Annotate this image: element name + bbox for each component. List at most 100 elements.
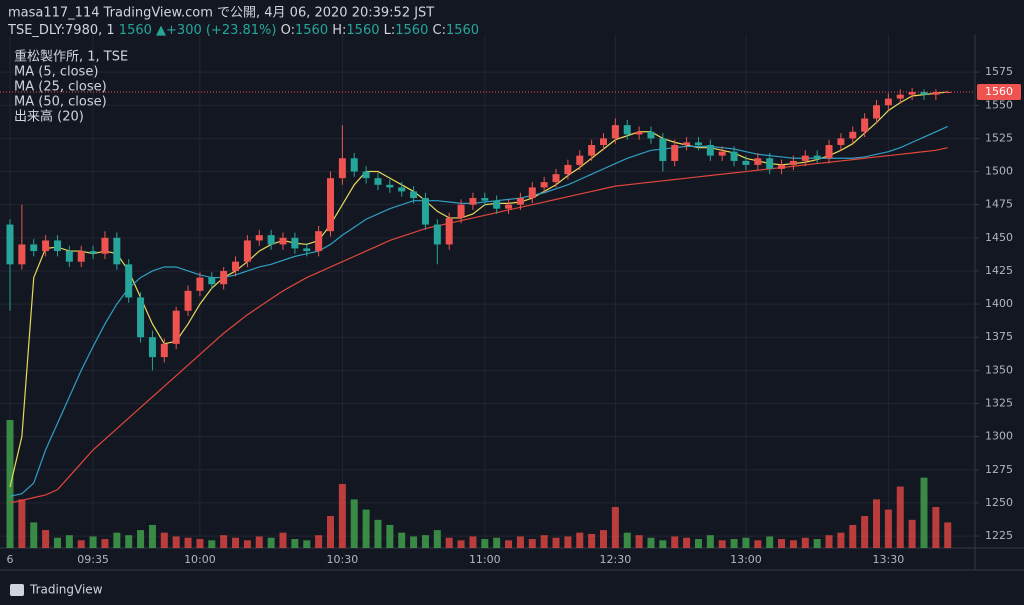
volume-bar: [208, 540, 216, 548]
volume-bar: [196, 539, 204, 548]
volume-bar: [338, 484, 346, 548]
brand-logo: [10, 584, 24, 596]
volume-bar: [77, 540, 85, 548]
candle-body: [18, 244, 26, 265]
legend-entry: MA (5, close): [14, 65, 98, 80]
volume-bar: [481, 539, 489, 548]
publish-line: masa117_114 TradingView.com で公開, 4月 06, …: [8, 6, 434, 21]
volume-bar: [172, 536, 180, 548]
candle-body: [196, 277, 204, 291]
volume-bar: [647, 537, 655, 548]
volume-bar: [801, 537, 809, 548]
candle-body: [208, 277, 216, 285]
quote-line: TSE_DLY:7980, 1 1560 ▲+300 (+23.81%) O:1…: [7, 23, 479, 38]
volume-bar: [908, 519, 916, 548]
x-tick-label: 11:00: [469, 553, 501, 566]
y-tick-label: 1350: [985, 363, 1013, 376]
x-tick-label: 6: [7, 553, 14, 566]
volume-bar: [160, 532, 168, 548]
volume-bar: [493, 537, 501, 548]
volume-bar: [623, 532, 631, 548]
volume-bar: [683, 537, 691, 548]
candle-body: [386, 184, 394, 188]
candle-body: [303, 248, 311, 252]
candle-body: [457, 204, 465, 218]
volume-bar: [766, 536, 774, 548]
volume-bar: [243, 540, 251, 548]
volume-bar: [884, 509, 892, 548]
candle-body: [493, 200, 501, 209]
ma-line: [9, 147, 948, 504]
brand: TradingView: [29, 583, 103, 597]
volume-bar: [101, 539, 109, 548]
y-tick-label: 1400: [985, 297, 1013, 310]
candle-layer: [6, 88, 952, 371]
volume-bar: [267, 537, 275, 548]
candle-body: [671, 145, 679, 161]
volume-bar: [635, 535, 643, 548]
volume-bar: [825, 535, 833, 548]
candle-body: [540, 182, 548, 188]
candle-body: [552, 174, 560, 183]
ohlc-value: 1560: [346, 23, 379, 38]
candle-body: [611, 125, 619, 139]
volume-bar: [778, 539, 786, 548]
legend-entry: MA (25, close): [14, 80, 107, 95]
candle-body: [908, 92, 916, 95]
candle-body: [137, 297, 145, 338]
volume-bar: [398, 532, 406, 548]
candle-body: [148, 337, 156, 358]
volume-bar: [505, 540, 513, 548]
candle-body: [65, 251, 73, 262]
candle-body: [42, 240, 50, 252]
volume-bar: [184, 537, 192, 548]
candle-body: [279, 237, 287, 245]
x-tick-label: 10:00: [184, 553, 216, 566]
candle-body: [184, 290, 192, 311]
candle-body: [588, 145, 596, 156]
candle-body: [718, 151, 726, 156]
candle-body: [113, 237, 121, 265]
candle-body: [778, 164, 786, 169]
candle-body: [944, 92, 952, 93]
y-tick-label: 1475: [985, 198, 1013, 211]
volume-bar: [18, 499, 26, 548]
candle-body: [243, 240, 251, 262]
volume-bar: [837, 532, 845, 548]
candle-body: [89, 251, 97, 254]
last-price: 1560: [119, 23, 152, 38]
change: ▲+300 (+23.81%): [156, 23, 276, 38]
volume-bar: [65, 535, 73, 548]
candle-body: [410, 191, 418, 199]
last-price-box: [977, 84, 1021, 100]
y-tick-label: 1575: [985, 65, 1013, 78]
candle-body: [232, 261, 240, 271]
candle-body: [647, 131, 655, 139]
candle-body: [801, 155, 809, 161]
x-tick-label: 13:00: [730, 553, 762, 566]
volume-bar: [445, 537, 453, 548]
volume-bar: [730, 539, 738, 548]
volume-bar: [873, 499, 881, 548]
volume-bar: [113, 532, 121, 548]
candle-body: [326, 178, 334, 232]
volume-bar: [469, 536, 477, 548]
candle-body: [445, 217, 453, 245]
candle-body: [30, 244, 38, 252]
volume-bar: [944, 522, 952, 548]
y-tick-label: 1500: [985, 165, 1013, 178]
y-tick-label: 1300: [985, 430, 1013, 443]
candle-body: [813, 155, 821, 159]
candle-body: [77, 251, 85, 262]
volume-bar: [362, 509, 370, 548]
ohlc-value: 1560: [295, 23, 328, 38]
candle-body: [516, 198, 524, 205]
volume-bar: [386, 524, 394, 548]
volume-bar: [588, 533, 596, 548]
volume-bar: [813, 539, 821, 548]
candle-body: [220, 270, 228, 285]
volume-layer: [6, 420, 952, 548]
volume-bar: [350, 499, 358, 548]
